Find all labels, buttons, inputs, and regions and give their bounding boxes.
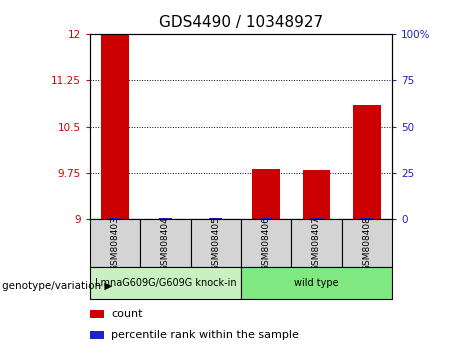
Bar: [302, 170, 330, 219]
Title: GDS4490 / 10348927: GDS4490 / 10348927: [159, 15, 323, 30]
Bar: [252, 169, 280, 219]
Bar: [90, 219, 140, 267]
Bar: [260, 218, 272, 219]
Bar: [140, 219, 190, 267]
Bar: [101, 34, 129, 219]
Text: GSM808407: GSM808407: [312, 216, 321, 271]
Text: GSM808406: GSM808406: [261, 216, 271, 271]
Bar: [353, 105, 380, 219]
Bar: [310, 218, 323, 219]
Text: wild type: wild type: [294, 278, 339, 288]
Bar: [109, 218, 121, 219]
Text: LmnaG609G/G609G knock-in: LmnaG609G/G609G knock-in: [95, 278, 236, 288]
Bar: [90, 331, 104, 339]
Bar: [291, 219, 342, 267]
Bar: [159, 218, 171, 219]
Bar: [190, 219, 241, 267]
Bar: [361, 218, 373, 219]
Text: GSM808403: GSM808403: [111, 216, 119, 271]
Text: GSM808405: GSM808405: [211, 216, 220, 271]
Text: GSM808404: GSM808404: [161, 216, 170, 271]
Bar: [90, 267, 241, 299]
Text: percentile rank within the sample: percentile rank within the sample: [112, 330, 299, 340]
Bar: [90, 310, 104, 318]
Bar: [342, 219, 392, 267]
Text: count: count: [112, 309, 143, 319]
Text: GSM808408: GSM808408: [362, 216, 371, 271]
Bar: [241, 267, 392, 299]
Text: genotype/variation ▶: genotype/variation ▶: [2, 281, 112, 291]
Bar: [241, 219, 291, 267]
Bar: [209, 218, 222, 219]
